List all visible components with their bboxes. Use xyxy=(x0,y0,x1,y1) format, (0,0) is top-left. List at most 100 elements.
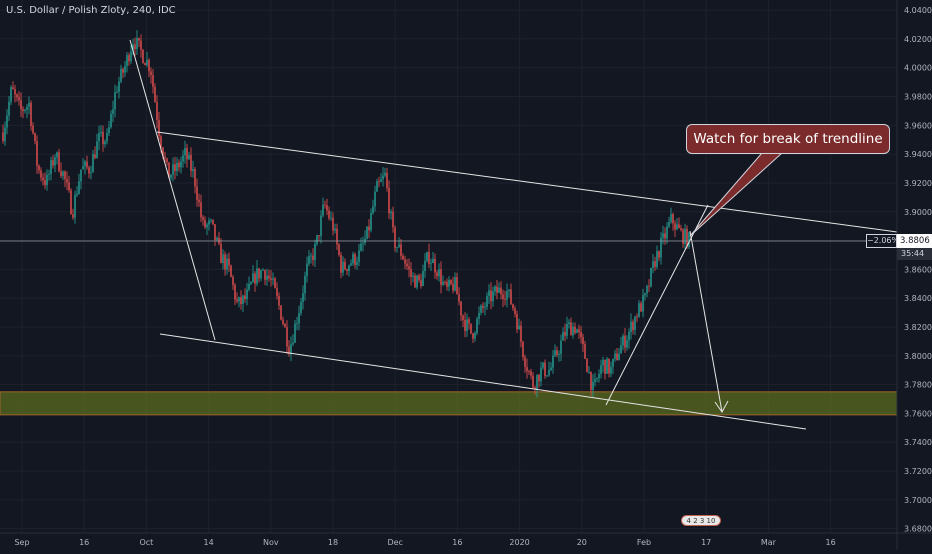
candle-body xyxy=(510,289,512,305)
candle-body xyxy=(152,74,154,87)
candle-body xyxy=(414,275,416,288)
candle-body xyxy=(256,268,258,284)
candle-body xyxy=(652,261,654,268)
candle-body xyxy=(178,162,180,168)
candle-body xyxy=(184,148,186,156)
candle-body xyxy=(542,362,544,368)
candle-body xyxy=(374,191,376,207)
candle-body xyxy=(320,215,322,237)
candle-body xyxy=(498,287,500,293)
candle-body xyxy=(452,283,454,291)
candle-body xyxy=(112,109,114,114)
projection-arrowhead xyxy=(714,400,729,413)
candle-body xyxy=(400,244,402,256)
candle-body xyxy=(538,374,540,382)
candle-body xyxy=(106,133,108,142)
candle-body xyxy=(664,233,666,239)
candle-body xyxy=(514,308,516,315)
candle-body xyxy=(360,243,362,251)
candle-body xyxy=(568,322,570,324)
projection-line[interactable] xyxy=(689,230,723,413)
candle-body xyxy=(424,260,426,272)
candle-body xyxy=(286,327,288,347)
candle-body xyxy=(252,273,254,283)
candle-body xyxy=(26,106,28,110)
candle-body xyxy=(190,154,192,171)
candle-body xyxy=(200,202,202,218)
candle-body xyxy=(150,71,152,75)
candle-body xyxy=(358,250,360,262)
candle-body xyxy=(202,217,204,220)
candle-body xyxy=(502,294,504,300)
candle-body xyxy=(574,326,576,333)
candle-body xyxy=(6,115,8,128)
candle-body xyxy=(404,259,406,264)
candle-body xyxy=(494,286,496,292)
candle-body xyxy=(300,302,302,314)
candle-body xyxy=(308,256,310,264)
candle-body xyxy=(56,152,58,158)
candle-body xyxy=(8,101,10,116)
candle-body xyxy=(600,365,602,374)
candle-body xyxy=(446,282,448,287)
candle-body xyxy=(648,285,650,287)
uptrend-line[interactable] xyxy=(605,204,709,406)
candle-body xyxy=(118,81,120,92)
candle-body xyxy=(438,269,440,277)
candle-body xyxy=(466,319,468,332)
candle-body xyxy=(396,247,398,248)
candle-body xyxy=(622,335,624,346)
candle-body xyxy=(638,303,640,317)
channel-lower-trendline[interactable] xyxy=(159,333,807,430)
candle-body xyxy=(130,51,132,62)
y-tick-label: 3.7600 xyxy=(904,409,932,418)
candle-body xyxy=(310,255,312,257)
candle-body xyxy=(372,206,374,214)
candle-body xyxy=(268,275,270,279)
candle-body xyxy=(248,284,250,290)
candle-body xyxy=(458,294,460,302)
candle-body xyxy=(620,345,622,354)
descent-trendline[interactable] xyxy=(129,39,216,341)
y-tick-label: 3.7200 xyxy=(904,467,932,476)
candle-body xyxy=(604,359,606,374)
candle-body xyxy=(180,161,182,168)
candle-body xyxy=(684,228,686,244)
candle-body xyxy=(96,141,98,159)
candle-body xyxy=(176,162,178,172)
candle-body xyxy=(284,323,286,328)
candle-body xyxy=(230,265,232,277)
events-badge[interactable]: 4 2 3 10 xyxy=(681,515,721,526)
candle-body xyxy=(290,344,292,355)
trendline-callout[interactable]: Watch for break of trendline xyxy=(686,124,890,154)
candle-body xyxy=(468,319,470,324)
x-tick-label: 17 xyxy=(701,538,711,547)
candle-body xyxy=(84,161,86,167)
candle-body xyxy=(570,322,572,336)
candle-body xyxy=(46,174,48,186)
candle-body xyxy=(362,242,364,244)
candle-body xyxy=(350,263,352,266)
candle-body xyxy=(530,371,532,376)
candle-body xyxy=(584,344,586,359)
candle-body xyxy=(128,55,130,62)
x-tick-label: 16 xyxy=(452,538,462,547)
x-tick-label: 14 xyxy=(204,538,214,547)
candle-body xyxy=(560,340,562,355)
candle-body xyxy=(108,127,110,134)
candle-body xyxy=(110,113,112,128)
candle-body xyxy=(590,371,592,391)
candle-body xyxy=(116,91,118,93)
candle-body xyxy=(594,379,596,382)
candle-body xyxy=(280,305,282,320)
candle-body xyxy=(346,269,348,271)
candle-body xyxy=(210,219,212,221)
x-tick-label: Feb xyxy=(637,538,651,547)
channel-upper-trendline[interactable] xyxy=(156,131,898,233)
candle-body xyxy=(554,350,556,356)
candle-body xyxy=(98,133,100,142)
candle-body xyxy=(378,181,380,183)
chart-title: U.S. Dollar / Polish Zloty, 240, IDC xyxy=(6,5,176,16)
candle-body xyxy=(476,318,478,334)
